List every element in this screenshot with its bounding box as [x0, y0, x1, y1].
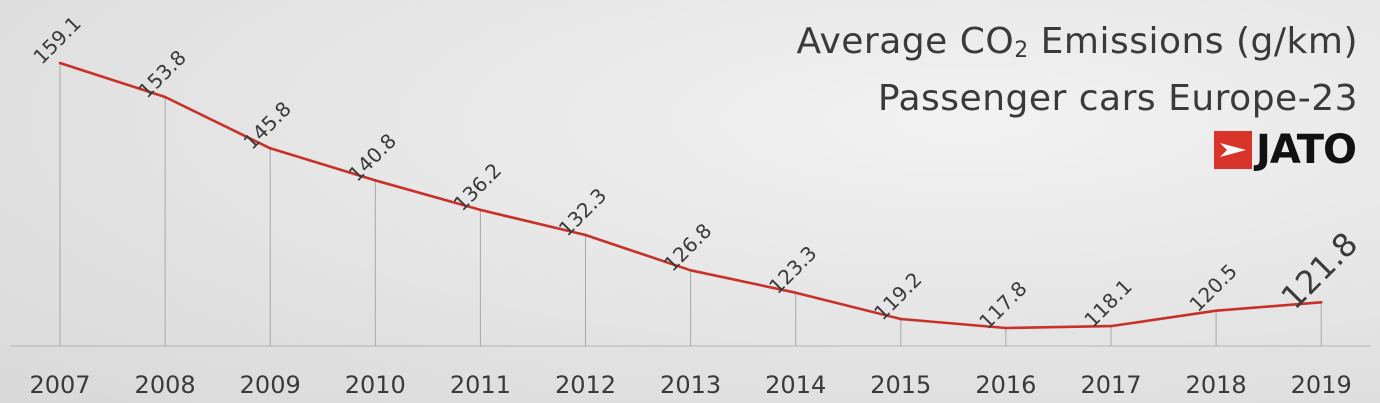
data-label: 159.1	[28, 11, 85, 68]
data-label: 126.8	[659, 219, 716, 276]
chart-title-line-2: Passenger cars Europe-23	[877, 78, 1358, 119]
data-point	[1319, 301, 1323, 304]
data-label: 132.3	[554, 183, 611, 240]
x-tick-label: 2013	[660, 371, 721, 399]
data-point	[689, 268, 692, 272]
x-tick-label: 2015	[870, 371, 931, 399]
chart-title-line-1: Average CO2 Emissions (g/km)	[796, 18, 1358, 75]
data-label: 136.2	[449, 158, 506, 215]
data-label: 117.8	[974, 276, 1031, 333]
x-tick-label: 2019	[1291, 371, 1352, 399]
x-tick-label: 2017	[1080, 371, 1141, 399]
data-label: 120.5	[1184, 259, 1241, 316]
data-label: 140.8	[344, 129, 401, 186]
x-tick-label: 2009	[240, 371, 301, 399]
x-tick-label: 2010	[345, 371, 406, 399]
data-point	[584, 233, 587, 237]
data-point	[479, 208, 482, 212]
data-point	[268, 147, 272, 150]
data-label: 153.8	[133, 45, 190, 102]
title-suffix: Emissions (g/km)	[1028, 21, 1358, 62]
data-point	[1109, 324, 1113, 328]
title-prefix: Average CO	[796, 21, 1015, 62]
data-point	[58, 61, 62, 65]
data-label: 119.2	[869, 267, 926, 324]
data-label: 123.3	[764, 241, 821, 298]
data-point	[899, 317, 903, 321]
jato-arrow-icon	[1213, 131, 1252, 169]
x-tick-label: 2011	[450, 371, 511, 399]
data-point	[163, 95, 167, 99]
title-subscript: 2	[1014, 38, 1029, 63]
x-tick-label: 2007	[29, 371, 90, 399]
data-point	[1214, 309, 1218, 312]
data-point	[1004, 326, 1008, 330]
x-tick-label: 2008	[135, 371, 196, 399]
chart-title: Average CO2 Emissions (g/km) Passenger c…	[796, 18, 1358, 123]
jato-logo: JATO	[1213, 127, 1357, 173]
x-tick-label: 2016	[975, 371, 1036, 399]
data-point	[794, 291, 797, 295]
x-tick-label: 2014	[765, 371, 826, 399]
x-tick-label: 2018	[1186, 371, 1247, 399]
logo-text: JATO	[1255, 127, 1357, 173]
x-tick-label: 2012	[555, 371, 616, 399]
data-point	[374, 179, 377, 182]
